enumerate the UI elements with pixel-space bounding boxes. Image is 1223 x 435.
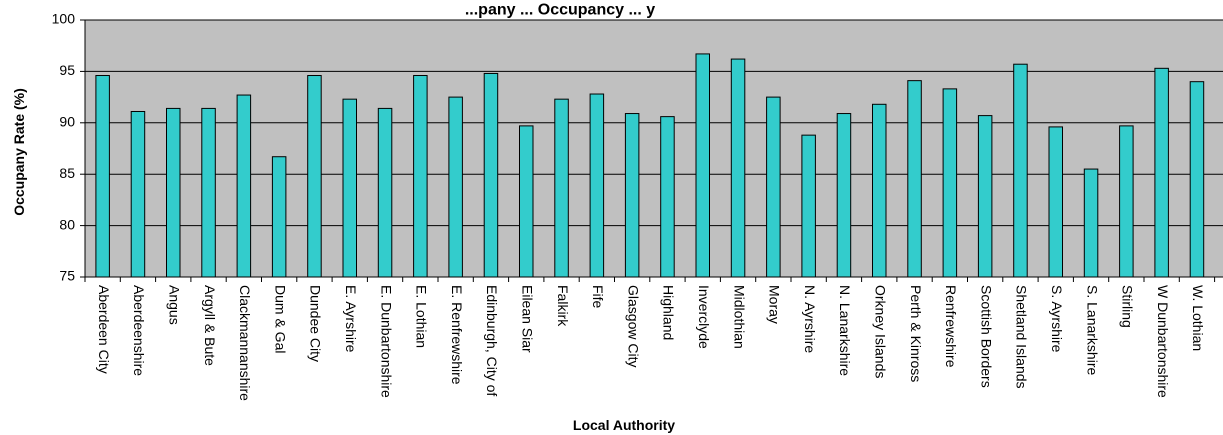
x-tick-label: W Dunbartonshire	[1155, 285, 1171, 398]
y-tick-label: 95	[59, 62, 75, 78]
bar	[130, 110, 146, 278]
y-tick-label: 85	[59, 165, 75, 181]
bar	[695, 53, 710, 278]
bar	[554, 98, 569, 278]
x-axis-title: Local Authority	[573, 417, 675, 433]
x-tick-label: Fife	[590, 285, 606, 309]
bar	[766, 96, 781, 278]
bar	[589, 93, 605, 278]
x-tick-label: S. Lanarkshire	[1084, 285, 1100, 375]
bar	[1048, 126, 1063, 278]
bar	[413, 75, 428, 278]
chart-title: ...pany ... Occupancy ... y	[465, 1, 655, 18]
x-tick-label: Stirling	[1120, 285, 1136, 328]
x-tick-label: Inverclyde	[696, 285, 712, 349]
bar	[1154, 67, 1169, 278]
x-tick-label: Midlothian	[731, 285, 747, 349]
x-tick-label: Clackmannanshire	[237, 285, 253, 401]
y-tick-label: 100	[52, 11, 76, 27]
bar	[166, 107, 181, 278]
x-tick-label: Aberdeenshire	[131, 285, 147, 376]
bar	[448, 96, 463, 278]
bar	[942, 88, 958, 278]
x-tick-label: Argyll & Bute	[202, 285, 218, 366]
y-axis-title: Occupany Rate (%)	[11, 88, 27, 216]
x-tick-label: Shetland Islands	[1014, 285, 1030, 389]
bar	[801, 134, 816, 278]
bar	[1083, 168, 1099, 278]
x-tick-label: Falkirk	[555, 285, 571, 327]
y-tick-label: 80	[59, 216, 75, 232]
bar	[307, 75, 322, 278]
bar	[836, 113, 852, 278]
bar	[730, 58, 746, 278]
x-tick-label: N. Ayrshire	[802, 285, 818, 353]
x-tick-label: E. Ayrshire	[343, 285, 359, 353]
y-tick-label: 75	[59, 268, 75, 284]
bar	[201, 107, 216, 278]
bar	[907, 80, 922, 278]
bar	[236, 94, 252, 278]
x-tick-label: Edinburgh, City of	[484, 285, 500, 396]
bar	[483, 72, 499, 278]
x-tick-label: W. Lothian	[1190, 285, 1206, 351]
bar	[660, 116, 675, 278]
x-tick-label: Dundee City	[308, 285, 324, 362]
x-tick-label: N. Lanarkshire	[837, 285, 853, 376]
x-tick-label: E. Lothian	[414, 285, 430, 348]
x-tick-label: Aberdeen City	[96, 285, 112, 374]
x-tick-label: Dum & Gal	[272, 285, 288, 353]
y-tick-label: 90	[59, 114, 75, 130]
bar	[624, 113, 640, 278]
x-tick-label: Angus	[167, 285, 183, 325]
bar	[872, 103, 887, 278]
x-tick-label: E. Dunbartonshire	[378, 285, 394, 398]
bar	[271, 156, 287, 278]
x-tick-label: Eilean Siar	[520, 285, 536, 353]
bar	[977, 115, 993, 278]
x-tick-label: Glasgow City	[625, 285, 641, 367]
bar	[342, 98, 357, 278]
x-tick-label: Renfrewshire	[943, 285, 959, 368]
x-tick-label: S. Ayrshire	[1049, 285, 1065, 353]
bar	[1119, 125, 1134, 278]
bar	[377, 107, 393, 278]
x-tick-label: Highland	[661, 285, 677, 340]
bar	[1189, 81, 1205, 278]
x-tick-label: Scottish Borders	[978, 285, 994, 388]
x-tick-label: Moray	[767, 285, 783, 324]
x-tick-label: Perth & Kinross	[908, 285, 924, 382]
bar	[519, 125, 534, 278]
x-tick-label: Orkney Islands	[873, 285, 889, 378]
bar	[95, 75, 110, 278]
x-tick-label: E. Renfrewshire	[449, 285, 465, 385]
bar	[1013, 63, 1028, 278]
